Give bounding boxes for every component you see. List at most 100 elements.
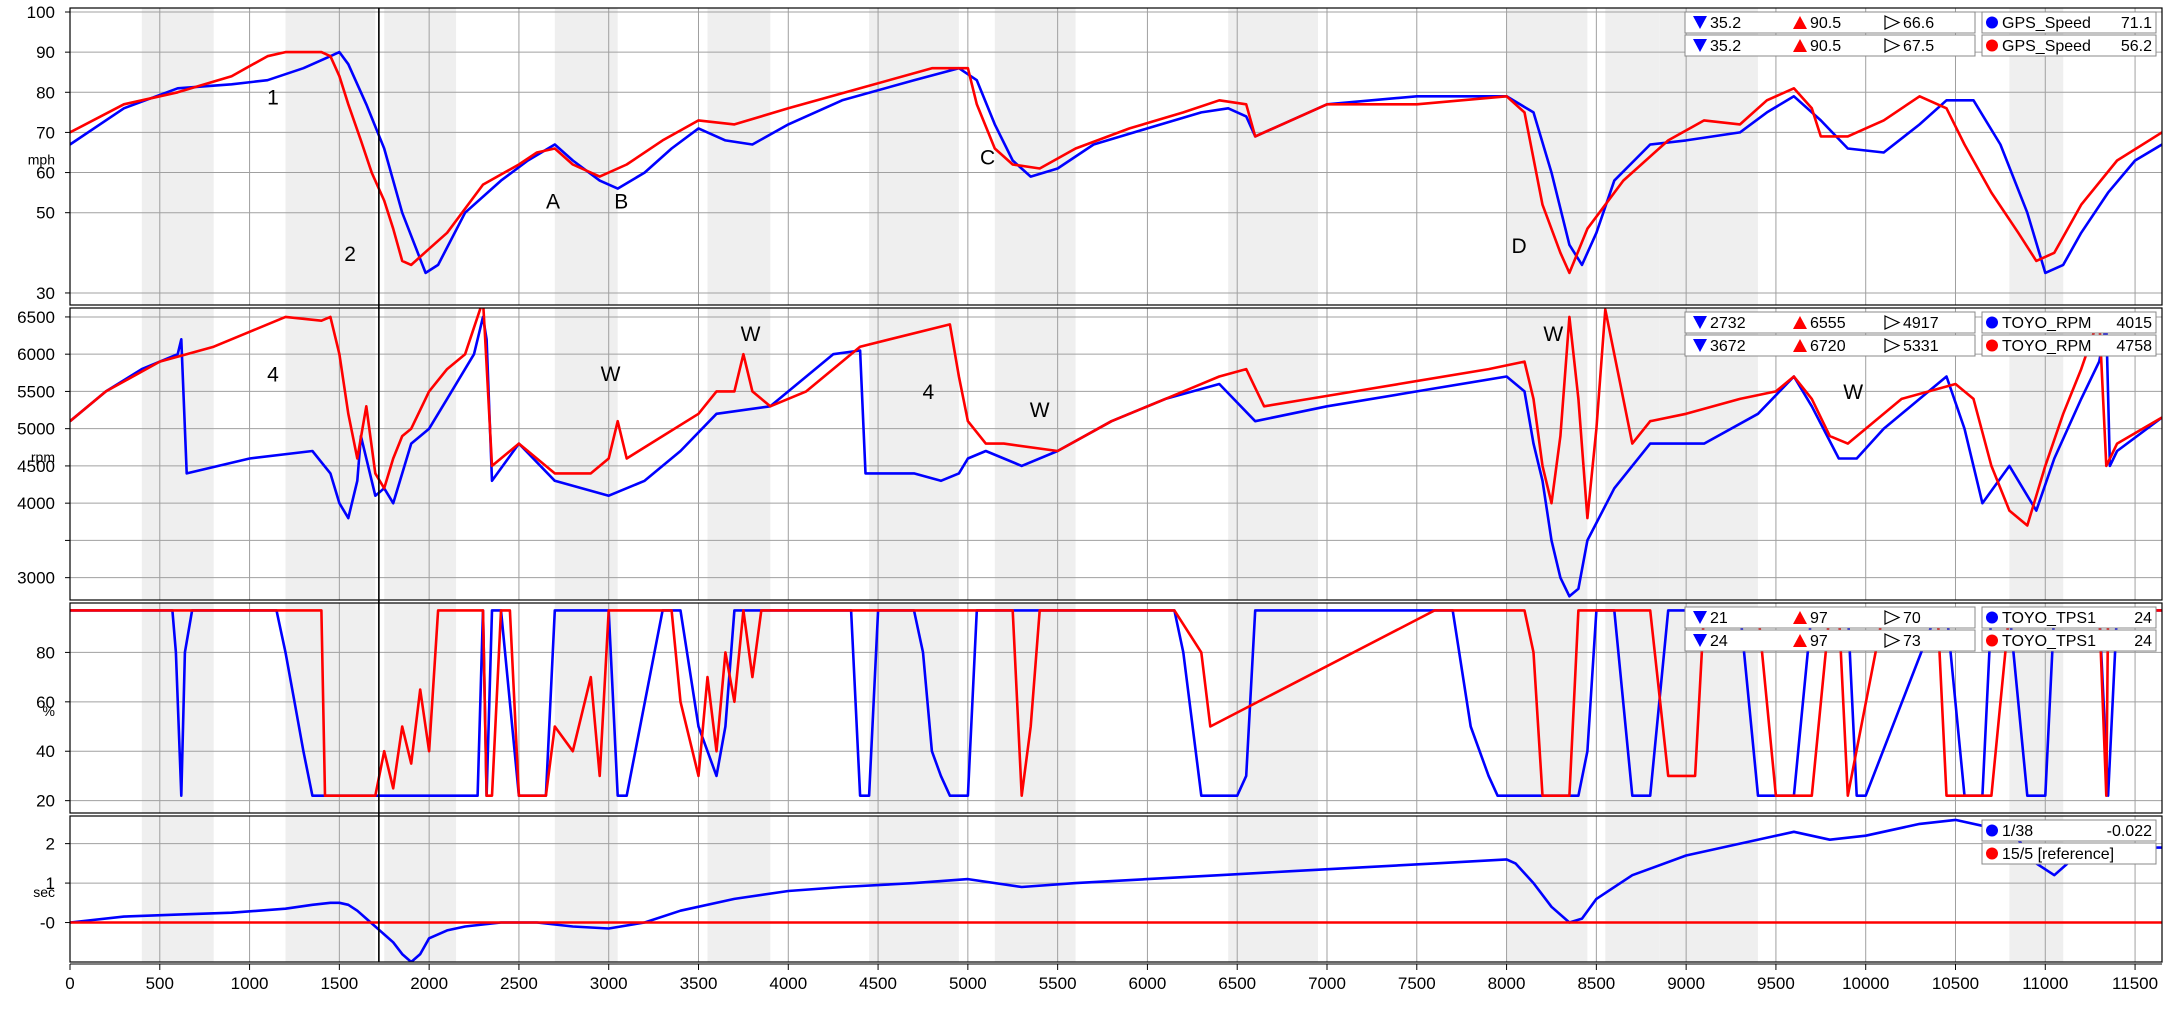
x-tick-label: 5000 — [949, 974, 987, 993]
x-tick-label: 11500 — [2112, 974, 2158, 993]
shaded-band — [869, 816, 959, 962]
legend-avg-value: 66.6 — [1903, 15, 1934, 32]
legend-channel-box — [1981, 334, 2157, 357]
y-unit-label: sec — [33, 884, 55, 900]
shaded-band — [1506, 603, 1588, 813]
y-tick-label: 4000 — [17, 494, 55, 513]
legend-channel-value: 56.2 — [2121, 38, 2152, 55]
legend-stats-box — [1684, 606, 1976, 629]
max-marker-icon — [1793, 39, 1807, 52]
y-tick-label: 30 — [36, 284, 55, 303]
series-line — [70, 50, 2162, 275]
panel-rpm: 3000 4000 4500 5000 5500 6000 6500 rpm 4 W W 4 W W W 27… — [17, 307, 2163, 601]
legend-channel-name: TOYO_TPS1 — [2002, 633, 2096, 650]
avg-marker-icon — [1884, 610, 1901, 625]
avg-marker-icon — [1884, 315, 1901, 330]
shaded-band — [1659, 8, 1758, 305]
x-tick-label: 1000 — [231, 974, 269, 993]
max-marker-icon — [1793, 316, 1807, 329]
avg-marker-icon — [1884, 15, 1901, 30]
x-tick-label: 8000 — [1488, 974, 1526, 993]
legend-color-dot — [1986, 611, 1998, 624]
legend-channel-value: 24 — [2134, 610, 2152, 627]
annotation-label: 4 — [267, 364, 279, 387]
y-tick-label: 4500 — [17, 457, 55, 476]
shaded-band — [869, 603, 959, 813]
annotation-label: C — [980, 147, 995, 170]
legend-stats-box — [1684, 11, 1976, 34]
legend-channel-name: 1/38 — [2002, 823, 2033, 840]
shaded-band — [1659, 816, 1758, 962]
legend-channel-name: TOYO_RPM — [2002, 338, 2092, 355]
shaded-band — [2009, 308, 2064, 600]
shaded-band — [1605, 816, 1660, 962]
avg-marker-icon — [1884, 38, 1901, 53]
max-marker-icon — [1793, 16, 1807, 29]
x-tick-label: 7000 — [1308, 974, 1346, 993]
legend-channel-value: 4758 — [2116, 338, 2152, 355]
y-tick-label: 3000 — [17, 569, 55, 588]
x-tick-label: 8500 — [1577, 974, 1615, 993]
shaded-band — [707, 603, 771, 813]
shaded-band — [285, 308, 376, 600]
shaded-band — [285, 816, 376, 962]
shaded-band — [1506, 308, 1588, 600]
annotation-label: W — [741, 323, 761, 346]
legend-max-value: 90.5 — [1810, 15, 1841, 32]
x-tick-label: 4500 — [859, 974, 897, 993]
y-tick-label: 6000 — [17, 345, 55, 364]
shaded-band — [869, 8, 959, 305]
y-tick-label: 70 — [36, 123, 55, 142]
legend-max-value: 6555 — [1810, 315, 1846, 332]
legend-channel-value: 71.1 — [2121, 15, 2152, 32]
legend-channel-box — [1981, 842, 2157, 865]
min-marker-icon — [1693, 16, 1707, 29]
legend-stats-box — [1684, 311, 1976, 334]
avg-marker-icon — [1884, 338, 1901, 353]
series-line — [70, 308, 2162, 527]
shaded-band — [1228, 308, 1319, 600]
shaded-band — [869, 308, 959, 600]
y-tick-label: 90 — [36, 43, 55, 62]
shaded-band — [707, 308, 771, 600]
legend-avg-value: 70 — [1903, 610, 1921, 627]
legend-channel-box — [1981, 819, 2157, 842]
legend-channel-name: TOYO_RPM — [2002, 315, 2092, 332]
series-line — [70, 50, 2162, 275]
shaded-band — [1506, 816, 1588, 962]
y-tick-label: 50 — [36, 204, 55, 223]
shaded-band — [384, 816, 457, 962]
annotation-label: D — [1512, 235, 1527, 258]
series-line — [70, 818, 2162, 962]
annotation-label: 1 — [267, 86, 279, 109]
legend-color-dot — [1986, 39, 1998, 52]
legend-channel-box — [1981, 311, 2157, 334]
y-tick-label: 1 — [46, 874, 55, 893]
y-tick-label: 2 — [46, 835, 55, 854]
y-tick-label: 60 — [36, 164, 55, 183]
legend-max-value: 6720 — [1810, 338, 1846, 355]
legend-max-value: 90.5 — [1810, 38, 1841, 55]
legend-channel-box — [1981, 11, 2157, 34]
shaded-band — [554, 308, 618, 600]
legend-stats-box — [1684, 34, 1976, 57]
legend-color-dot — [1986, 634, 1998, 647]
shaded-band — [141, 816, 214, 962]
legend-max-value: 97 — [1810, 633, 1828, 650]
annotation-label: 2 — [344, 243, 356, 266]
max-marker-icon — [1793, 634, 1807, 647]
shaded-band — [707, 816, 771, 962]
panel-frame — [69, 602, 2163, 814]
x-tick-label: 9500 — [1757, 974, 1795, 993]
x-tick-label: 500 — [146, 974, 174, 993]
annotation-label: W — [1843, 381, 1863, 404]
legend-color-dot — [1986, 16, 1998, 29]
legend-min-value: 24 — [1710, 633, 1728, 650]
panel-delta: -0 1 2 sec 1/38 -0.022 15/5 [reference] — [33, 815, 2163, 963]
shaded-band — [1228, 8, 1319, 305]
x-tick-label: 3500 — [680, 974, 718, 993]
legend-avg-value: 5331 — [1903, 338, 1939, 355]
legend-color-dot — [1986, 847, 1998, 860]
legend-color-dot — [1986, 339, 1998, 352]
